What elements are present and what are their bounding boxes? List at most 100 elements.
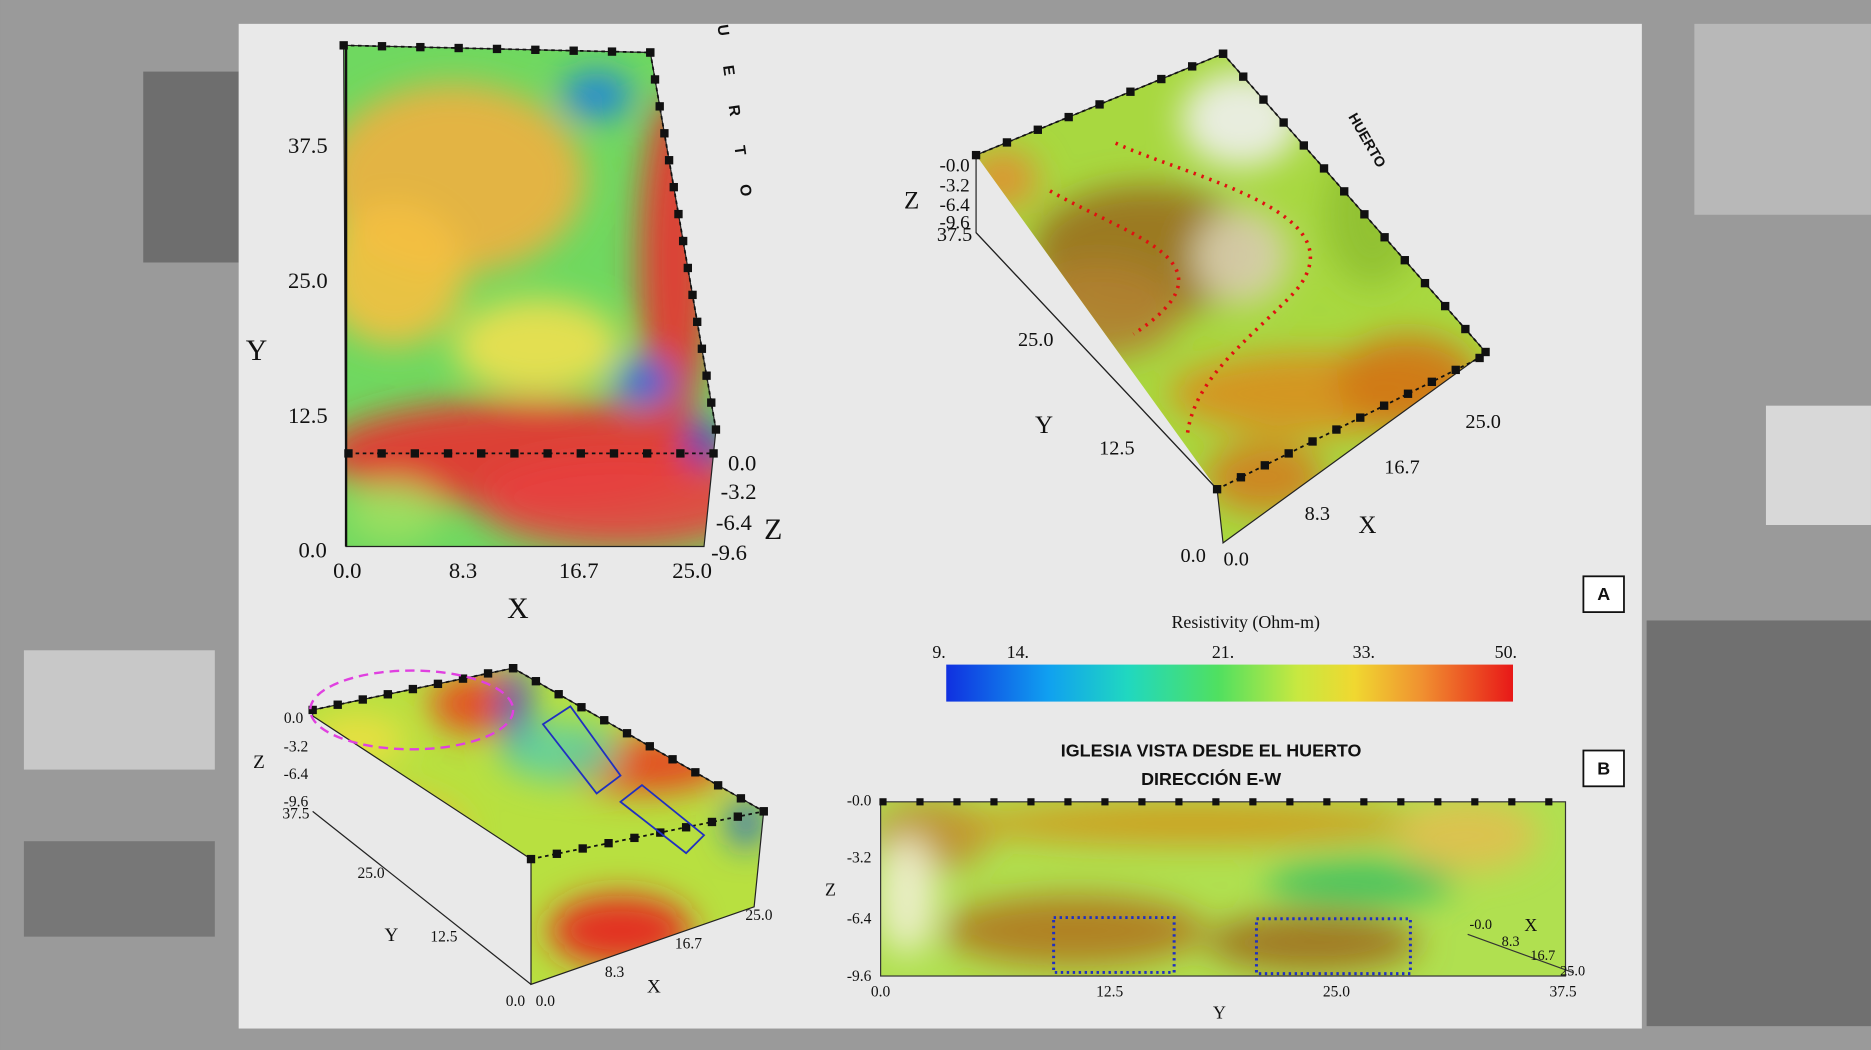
colorbar-tick-label: 9. [932,642,945,662]
electrode [1002,138,1012,147]
y-tick-label: 37.5 [282,806,309,823]
electrode [953,798,961,806]
roof [1694,23,1871,215]
electrode [1481,347,1490,357]
electrode [1175,798,1183,806]
electrode [683,263,693,273]
electrode [709,449,718,458]
electrode-line [1222,53,1487,353]
resistivity-zone [501,721,621,782]
electrode [531,677,541,686]
y-tick-label: 0.0 [506,993,526,1010]
colorbar-tick-label: 14. [1007,642,1029,662]
electrode-line [1216,357,1480,491]
resistivity-zone [1264,859,1456,907]
electrode [1440,301,1450,311]
x-tick-label: 25.0 [1465,411,1500,433]
axis-label: X [507,592,529,625]
x-tick-label: 25.0 [1560,964,1585,980]
electrode [1064,798,1072,806]
z-tick-label: -9.6 [939,213,969,234]
axis-label: Y [246,334,268,367]
roof [23,841,215,937]
colorbar-tick-label: 33. [1353,642,1375,662]
y-tick-label: 37.5 [288,133,328,158]
electrode [630,833,639,843]
axis-label: Y [385,925,399,946]
x-tick-label: 16.7 [1384,457,1419,479]
electrode-line [975,52,1224,156]
electrode [1212,798,1220,806]
electrode-line [343,44,651,54]
volume-edge [312,810,532,985]
electrode [713,781,723,790]
electrode [1157,74,1166,84]
y-tick-label: 12.5 [1099,437,1134,459]
axis-label: Z [904,188,919,215]
electrode [879,798,887,806]
electrode [1095,100,1104,109]
x-tick-label: 8.3 [1502,934,1520,950]
colorbar [946,664,1513,702]
electrode [674,209,683,219]
resistivity-zone [942,894,1206,967]
electrode [577,703,586,712]
resistivity-zone [346,483,442,543]
roof [1765,405,1871,525]
z-tick-label: -9.6 [284,794,309,811]
marker-letter: B [1597,758,1610,778]
electrode [1064,112,1073,122]
volume-outline [880,801,1567,977]
electrode [650,75,660,84]
electrode [1420,278,1430,288]
electrode [1434,798,1442,806]
marker-box [1582,575,1625,613]
z-tick-label: -3.2 [721,479,757,504]
x-tick-label: 16.7 [559,558,599,583]
electrode [1471,798,1479,806]
y-tick-label: 37.5 [937,224,972,246]
y-tick-label: 37.5 [1550,983,1577,1000]
electrode [1279,118,1288,127]
resistivity-zone [1193,208,1289,305]
electrode [1101,798,1109,806]
electrode [433,679,443,689]
axis-label: X [1358,512,1376,539]
electrode [477,449,486,458]
x-tick-label: 8.3 [1305,503,1330,525]
electrode [916,798,924,806]
resistivity-zone [880,835,937,955]
colorbar-tick-label: 21. [1212,642,1234,662]
electrode [1340,187,1349,196]
axis-label: Z [253,752,265,773]
feature-outline [309,669,515,751]
feature-outline [1052,916,1176,974]
resistivity-zone [343,202,466,347]
volume-texture [343,71,716,547]
z-tick-label: -3.2 [847,850,872,867]
electrode [333,700,342,709]
electrode [645,742,654,751]
electrode [1332,425,1341,434]
marker-letter: A [1597,584,1610,604]
x-tick-label: 25.0 [672,558,712,583]
building [143,71,239,263]
electrode [702,371,711,380]
z-tick-label: -6.4 [939,195,970,216]
x-tick-label: 25.0 [745,907,772,924]
electrode [668,755,677,764]
marker-box [1582,749,1625,788]
z-tick-label: -6.4 [847,911,872,928]
electrode [531,45,540,54]
y-tick-label: 12.5 [288,403,328,428]
electrode [1259,95,1268,104]
z-tick-label: -3.2 [939,176,969,197]
electrode [1403,389,1413,398]
z-tick-label: -0.0 [847,792,872,809]
resistivity-zone [1205,912,1420,973]
electrode [990,798,998,806]
axis-label: Y [1213,1002,1226,1022]
x-tick-label: -0.0 [1469,917,1492,933]
